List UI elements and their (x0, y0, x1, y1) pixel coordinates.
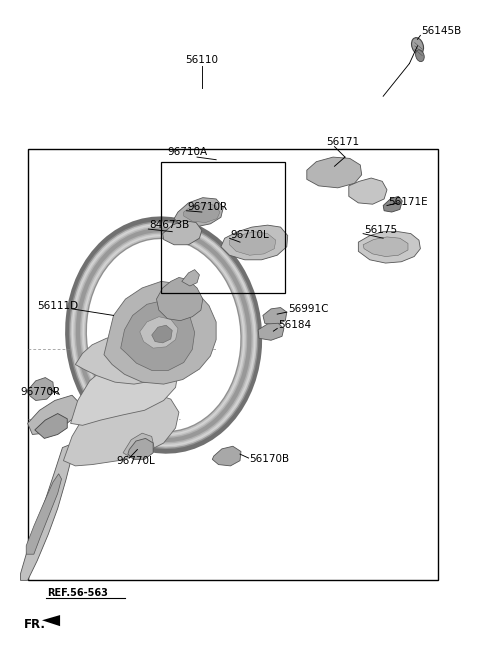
Polygon shape (258, 323, 284, 340)
Polygon shape (26, 474, 61, 555)
Polygon shape (35, 413, 67, 438)
Polygon shape (212, 446, 241, 466)
Text: 56184: 56184 (278, 320, 312, 330)
Polygon shape (140, 317, 178, 348)
Text: 84673B: 84673B (149, 220, 190, 230)
Text: 96770L: 96770L (116, 456, 155, 466)
Polygon shape (71, 353, 178, 425)
Text: 56170B: 56170B (250, 455, 289, 464)
Polygon shape (184, 203, 220, 223)
Polygon shape (307, 157, 362, 188)
Polygon shape (104, 281, 216, 384)
Polygon shape (263, 307, 287, 325)
Text: 56175: 56175 (364, 225, 397, 235)
Polygon shape (229, 232, 276, 255)
Text: REF.56-563: REF.56-563 (47, 589, 108, 599)
Polygon shape (174, 198, 223, 227)
Polygon shape (21, 445, 72, 580)
Text: 56171: 56171 (326, 137, 359, 147)
Polygon shape (28, 396, 80, 434)
Polygon shape (63, 393, 179, 466)
Polygon shape (156, 277, 203, 321)
Polygon shape (128, 438, 153, 459)
Polygon shape (75, 334, 178, 384)
Text: 96710A: 96710A (168, 147, 207, 157)
Polygon shape (120, 300, 195, 371)
Polygon shape (42, 615, 60, 626)
Text: 56111D: 56111D (37, 301, 78, 311)
Polygon shape (363, 237, 408, 256)
Text: 56145B: 56145B (421, 26, 462, 36)
Text: 96770R: 96770R (21, 387, 60, 397)
Polygon shape (349, 178, 387, 204)
Text: 56110: 56110 (185, 55, 218, 65)
Polygon shape (383, 196, 402, 212)
Text: 96710L: 96710L (230, 230, 269, 240)
Ellipse shape (411, 37, 423, 54)
Polygon shape (29, 378, 54, 401)
Bar (28, 148, 438, 580)
Polygon shape (221, 225, 288, 260)
Polygon shape (163, 221, 202, 245)
Polygon shape (123, 433, 154, 459)
Text: 96710R: 96710R (188, 202, 228, 212)
Polygon shape (182, 269, 199, 286)
Text: 56991C: 56991C (288, 304, 328, 314)
Polygon shape (359, 232, 420, 263)
Ellipse shape (416, 50, 424, 62)
Polygon shape (152, 325, 172, 343)
Text: FR.: FR. (24, 618, 46, 631)
Text: 56171E: 56171E (388, 197, 428, 207)
Bar (161, 162, 285, 292)
